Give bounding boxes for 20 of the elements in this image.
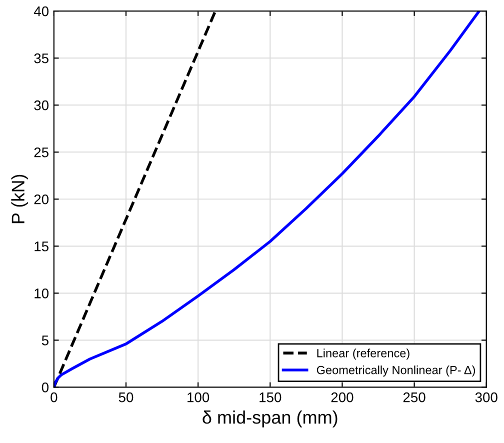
- legend-label: Linear (reference): [317, 348, 410, 360]
- legend-label: Geometrically Nonlinear (P- Δ): [316, 366, 476, 377]
- x-tick-label: 0: [50, 392, 58, 402]
- x-tick-label: 300: [475, 392, 498, 402]
- x-tick-label: 250: [403, 392, 426, 402]
- y-tick-label: 30: [34, 100, 49, 110]
- y-tick-label: 40: [34, 6, 49, 16]
- y-tick-label: 25: [34, 147, 48, 158]
- x-tick-label: 200: [331, 392, 354, 402]
- y-tick-label: 15: [34, 242, 48, 252]
- x-tick-label: 100: [188, 392, 210, 402]
- x-tick-label: 50: [118, 392, 134, 402]
- y-tick-label: 0: [42, 382, 49, 392]
- y-tick-label: 5: [42, 336, 48, 346]
- y-tick-label: 35: [34, 53, 48, 64]
- y-tick-label: 10: [34, 288, 49, 298]
- x-axis-title: δ mid-span (mm): [202, 410, 338, 428]
- y-axis-title: P (kN): [11, 174, 28, 224]
- x-tick-label: 150: [260, 392, 282, 402]
- y-tick-label: 20: [34, 194, 49, 204]
